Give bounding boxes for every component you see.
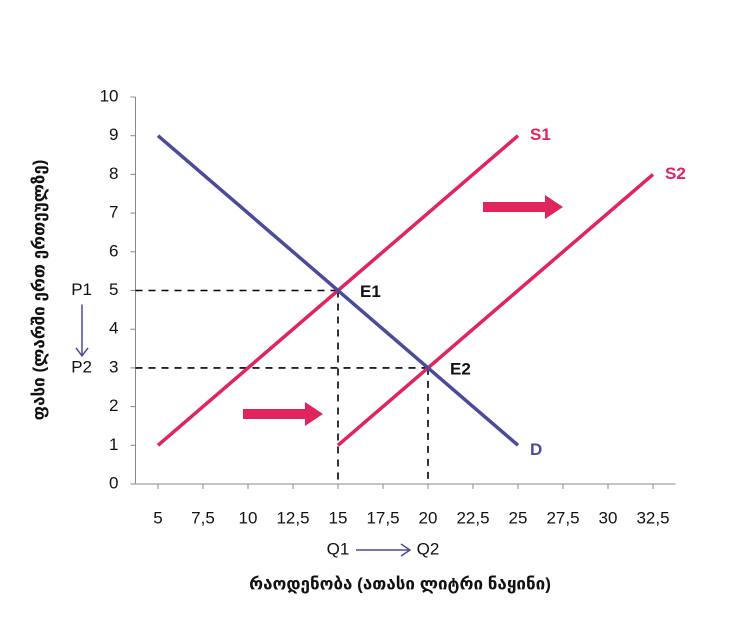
y-tick-label: 5 [109, 280, 118, 299]
x-axis-title: რაოდენობა (ათასი ლიტრი ნაყინი) [249, 574, 551, 593]
x-tick-label: 7,5 [191, 508, 215, 527]
x-tick-label: 32,5 [636, 508, 669, 527]
series-label: D [530, 440, 542, 459]
x-tick-label: 17,5 [366, 508, 399, 527]
y-tick-label: 9 [109, 125, 118, 144]
quantity-label: Q2 [417, 539, 440, 558]
quantity-label: Q1 [327, 539, 350, 558]
y-tick-label: 0 [109, 473, 118, 492]
y-tick-label: 6 [109, 241, 118, 260]
y-tick-label: 10 [100, 86, 119, 105]
y-tick-label: 4 [109, 319, 118, 338]
price-arrow [75, 304, 89, 358]
series-line [156, 134, 520, 447]
x-tick-label: 12,5 [276, 508, 309, 527]
equilibrium-label: E1 [360, 282, 381, 301]
y-tick-label: 8 [109, 164, 118, 183]
y-tick-label: 2 [109, 396, 118, 415]
series-label: S1 [530, 125, 551, 144]
y-axis-title: ფასი (ლარში ერთ ერთეულზე) [29, 160, 48, 421]
shift-arrow [483, 195, 563, 219]
x-tick-label: 5 [153, 508, 162, 527]
price-label: P2 [71, 357, 92, 376]
y-tick-label: 1 [109, 435, 118, 454]
equilibrium-label: E2 [450, 359, 471, 378]
y-tick-label: 3 [109, 357, 118, 376]
series-label: S2 [665, 164, 686, 183]
x-tick-label: 25 [509, 508, 528, 527]
x-tick-label: 15 [329, 508, 348, 527]
y-tick-label: 7 [109, 203, 118, 222]
x-tick-label: 22,5 [456, 508, 489, 527]
price-label: P1 [71, 280, 92, 299]
x-tick-label: 27,5 [546, 508, 579, 527]
x-tick-label: 30 [599, 508, 618, 527]
series-line [336, 173, 655, 447]
shift-arrow [243, 402, 323, 426]
quantity-arrow [356, 543, 412, 557]
x-tick-label: 20 [419, 508, 438, 527]
x-tick-label: 10 [239, 508, 258, 527]
